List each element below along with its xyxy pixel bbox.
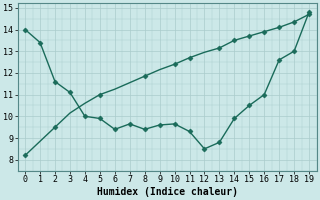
X-axis label: Humidex (Indice chaleur): Humidex (Indice chaleur) bbox=[97, 186, 237, 197]
